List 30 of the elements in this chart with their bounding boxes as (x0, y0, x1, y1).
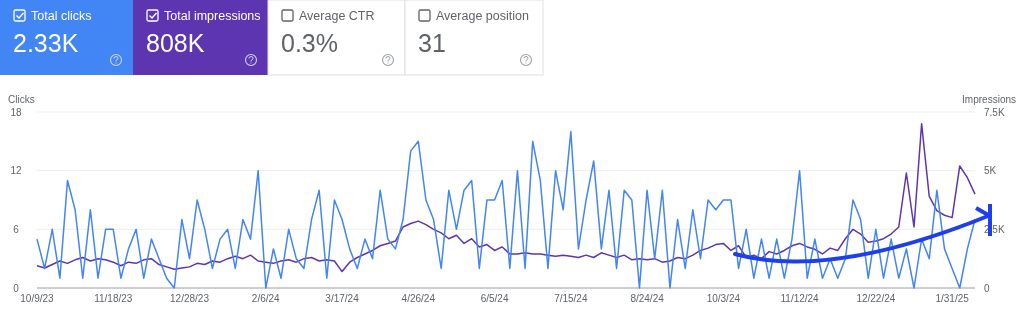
y-tick-label: 0 (13, 282, 20, 294)
x-tick-label: 10/9/23 (20, 293, 55, 304)
text: 808K (146, 29, 205, 57)
x-tick-label: 11/18/23 (94, 293, 133, 304)
y-tick-label: 12 (10, 165, 22, 177)
x-tick-label: 12/22/24 (856, 293, 896, 304)
x-tick-label: 10/3/24 (706, 293, 741, 304)
x-tick-label: 11/12/24 (780, 293, 820, 304)
text: 31 (418, 29, 446, 57)
y2-axis-title: Impressions (962, 94, 1016, 105)
x-tick-label: 3/17/24 (325, 293, 360, 304)
y2-tick-label: 5K (984, 165, 997, 177)
category-label: Total impressions (164, 9, 261, 23)
y-axis-title: Clicks (8, 94, 35, 105)
x-tick-label: 6/5/24 (480, 293, 509, 304)
x-tick-label: 12/28/23 (170, 293, 210, 304)
y2-tick-label: 7.5K (984, 106, 1005, 118)
category-label: Average position (436, 9, 529, 23)
x-tick-label: 8/24/24 (630, 293, 665, 304)
category-label: Average CTR (299, 9, 375, 23)
x-tick-label: 4/26/24 (401, 293, 436, 304)
text: 0.3% (281, 29, 338, 57)
x-tick-label: 2/6/24 (251, 293, 281, 304)
x-tick-label: 1/31/25 (935, 293, 970, 304)
y-tick-label: 6 (13, 223, 20, 235)
y2-tick-label: 0 (984, 282, 990, 294)
category-label: Total clicks (31, 9, 92, 23)
x-tick-label: 7/15/24 (554, 293, 588, 304)
y-tick-label: 18 (10, 106, 22, 118)
text: 2.33K (13, 29, 79, 57)
